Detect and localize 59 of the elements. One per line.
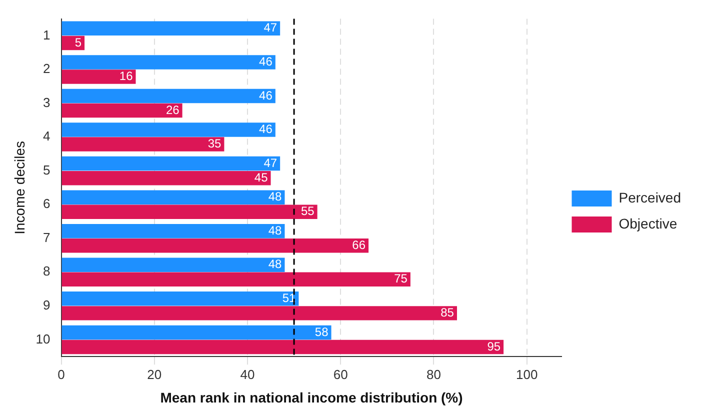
x-tick-label: 0 [58, 366, 65, 382]
bar [62, 306, 457, 320]
data-label: 46 [259, 54, 273, 69]
bar [62, 137, 224, 152]
data-label: 46 [259, 122, 273, 136]
x-axis-title: Mean rank in national income distribution (%) [160, 389, 463, 406]
bar [62, 224, 285, 238]
data-label: 48 [268, 223, 282, 238]
bar [62, 88, 276, 104]
bar [62, 170, 271, 186]
x-tick-label: 40 [240, 366, 255, 382]
bar [62, 156, 280, 171]
bar [62, 325, 332, 340]
bar [62, 122, 276, 137]
x-tick-label: 80 [426, 366, 441, 382]
bar [62, 21, 280, 36]
y-tick-label: 4 [43, 128, 50, 144]
bar [62, 55, 276, 70]
y-tick-label: 6 [43, 196, 50, 212]
data-label: 46 [259, 88, 273, 102]
y-tick-label: 5 [43, 162, 50, 178]
x-tick-label: 60 [333, 366, 348, 382]
legend-label: Objective [618, 215, 678, 232]
bar [62, 258, 285, 272]
y-tick-label: 2 [43, 61, 50, 76]
x-tick-label: 100 [516, 366, 538, 382]
y-axis-title: Income deciles [11, 141, 28, 234]
bar [62, 70, 136, 84]
data-label: 66 [352, 238, 366, 252]
y-tick-label: 9 [43, 298, 50, 313]
data-label: 5 [74, 35, 82, 50]
data-label: 48 [268, 257, 282, 272]
bar [62, 238, 369, 253]
data-label: 35 [208, 136, 222, 151]
bar [62, 292, 299, 306]
data-label: 26 [166, 102, 180, 117]
data-label: 85 [440, 306, 454, 320]
data-label: 45 [254, 170, 268, 184]
x-tick-label: 20 [147, 366, 162, 382]
data-label: 95 [487, 339, 501, 354]
y-tick-label: 1 [43, 27, 50, 42]
bar [62, 190, 285, 204]
data-label: 55 [300, 204, 315, 218]
y-tick-label: 7 [43, 230, 50, 245]
data-label: 75 [394, 272, 408, 286]
data-label: 58 [314, 324, 329, 339]
bar [62, 340, 504, 354]
data-label: 47 [264, 20, 278, 35]
data-label: 51 [282, 290, 296, 305]
bar [62, 272, 410, 287]
bar [62, 103, 182, 118]
bar [62, 204, 318, 219]
data-label: 47 [264, 156, 278, 170]
y-tick-label: 3 [43, 94, 50, 110]
legend-label: Perceived [618, 189, 682, 206]
data-label: 48 [268, 190, 282, 204]
data-label: 16 [119, 69, 134, 84]
y-tick-label: 10 [36, 331, 50, 346]
y-tick-label: 8 [43, 264, 50, 279]
